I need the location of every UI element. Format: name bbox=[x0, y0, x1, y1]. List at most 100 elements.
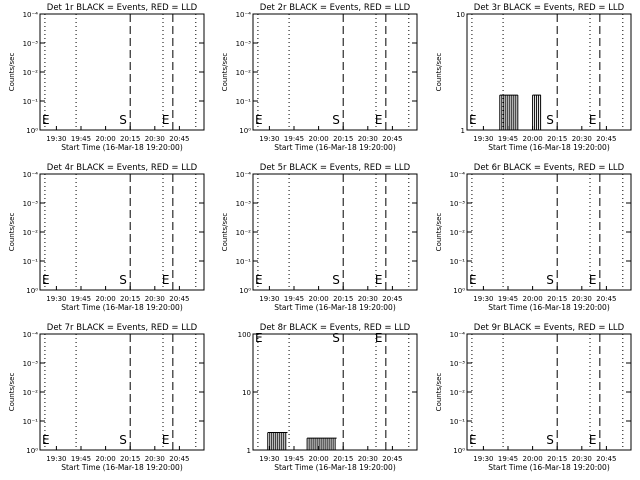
y-axis-label: Counts/sec bbox=[8, 373, 16, 412]
x-tick-label: 20:30 bbox=[358, 135, 378, 143]
x-axis-label: Start Time (16-Mar-18 19:20:00) bbox=[274, 143, 396, 152]
x-axis-label: Start Time (16-Mar-18 19:20:00) bbox=[274, 463, 396, 472]
x-tick-label: 19:45 bbox=[284, 135, 304, 143]
marker-label-S: S bbox=[119, 433, 127, 447]
marker-label-S: S bbox=[119, 113, 127, 127]
x-tick-label: 20:15 bbox=[333, 455, 353, 463]
detector-panel-6: Det 6r BLACK = Events, RED = LLD Counts/s… bbox=[435, 163, 632, 312]
y-tick-label: 10⁻⁴ bbox=[236, 11, 252, 19]
x-tick-label: 20:30 bbox=[145, 455, 165, 463]
x-tick-label: 20:00 bbox=[309, 295, 329, 303]
marker-label-S: S bbox=[119, 273, 127, 287]
marker-label-E: E bbox=[375, 331, 383, 345]
x-tick-label: 20:45 bbox=[169, 295, 189, 303]
y-tick-label: 10⁻³ bbox=[23, 40, 39, 48]
y-axis-label: Counts/sec bbox=[8, 53, 16, 92]
marker-label-E: E bbox=[469, 113, 477, 127]
plot-title: Det 6r BLACK = Events, RED = LLD bbox=[474, 163, 625, 173]
marker-label-E: E bbox=[375, 113, 383, 127]
x-tick-label: 20:30 bbox=[572, 135, 592, 143]
x-tick-label: 20:15 bbox=[120, 455, 140, 463]
x-tick-label: 19:30 bbox=[473, 135, 493, 143]
x-axis-label: Start Time (16-Mar-18 19:20:00) bbox=[488, 303, 610, 312]
marker-label-E: E bbox=[589, 113, 597, 127]
marker-label-E: E bbox=[42, 433, 50, 447]
y-tick-label: 10⁻³ bbox=[450, 200, 466, 208]
x-tick-label: 19:45 bbox=[498, 295, 518, 303]
x-tick-label: 20:30 bbox=[572, 455, 592, 463]
x-tick-label: 19:30 bbox=[259, 455, 279, 463]
x-axis-label: Start Time (16-Mar-18 19:20:00) bbox=[61, 143, 183, 152]
marker-label-S: S bbox=[546, 113, 554, 127]
y-tick-label: 10⁻⁴ bbox=[23, 331, 39, 339]
x-tick-label: 20:45 bbox=[596, 295, 616, 303]
y-tick-label: 10⁻² bbox=[450, 229, 466, 237]
y-tick-label: 10⁻¹ bbox=[23, 98, 39, 106]
detector-panel-2: Det 2r BLACK = Events, RED = LLD Counts/s… bbox=[221, 3, 418, 152]
x-axis-label: Start Time (16-Mar-18 19:20:00) bbox=[488, 143, 610, 152]
x-tick-label: 20:30 bbox=[358, 455, 378, 463]
x-tick-label: 20:00 bbox=[96, 455, 116, 463]
marker-label-E: E bbox=[375, 273, 383, 287]
plot-title: Det 2r BLACK = Events, RED = LLD bbox=[260, 3, 411, 13]
marker-label-E: E bbox=[469, 273, 477, 287]
y-tick-label: 10⁻² bbox=[236, 229, 252, 237]
x-tick-label: 20:15 bbox=[547, 135, 567, 143]
x-tick-label: 20:30 bbox=[145, 295, 165, 303]
x-tick-label: 19:30 bbox=[46, 135, 66, 143]
x-tick-label: 20:45 bbox=[596, 455, 616, 463]
y-tick-label: 10⁻³ bbox=[236, 40, 252, 48]
x-tick-label: 20:00 bbox=[309, 135, 329, 143]
x-tick-label: 19:30 bbox=[473, 455, 493, 463]
marker-label-S: S bbox=[332, 331, 340, 345]
x-tick-label: 19:45 bbox=[498, 135, 518, 143]
x-tick-label: 20:15 bbox=[547, 455, 567, 463]
marker-label-S: S bbox=[332, 273, 340, 287]
detector-panel-7: Det 7r BLACK = Events, RED = LLD Counts/s… bbox=[8, 323, 205, 472]
marker-label-E: E bbox=[162, 113, 170, 127]
marker-label-S: S bbox=[546, 273, 554, 287]
marker-label-E: E bbox=[162, 433, 170, 447]
y-tick-label: 10⁰ bbox=[453, 287, 465, 295]
y-tick-label: 10⁰ bbox=[26, 127, 38, 135]
y-tick-label: 100 bbox=[238, 331, 251, 339]
y-tick-label: 10⁰ bbox=[239, 287, 251, 295]
x-tick-label: 19:45 bbox=[498, 455, 518, 463]
y-tick-label: 10⁻¹ bbox=[23, 258, 39, 266]
x-tick-label: 19:30 bbox=[259, 295, 279, 303]
y-tick-label: 10⁻¹ bbox=[236, 258, 252, 266]
x-tick-label: 19:45 bbox=[284, 295, 304, 303]
plot-title: Det 8r BLACK = Events, RED = LLD bbox=[260, 323, 411, 333]
y-tick-label: 10⁻⁴ bbox=[236, 171, 252, 179]
y-tick-label: 1 bbox=[247, 447, 251, 455]
x-tick-label: 20:30 bbox=[145, 135, 165, 143]
x-tick-label: 20:15 bbox=[120, 135, 140, 143]
x-tick-label: 20:45 bbox=[382, 455, 402, 463]
y-tick-label: 10⁻⁴ bbox=[450, 331, 466, 339]
x-tick-label: 20:15 bbox=[120, 295, 140, 303]
y-axis-label: Counts/sec bbox=[221, 53, 229, 92]
x-tick-label: 20:00 bbox=[523, 135, 543, 143]
plot-title: Det 4r BLACK = Events, RED = LLD bbox=[47, 163, 198, 173]
y-tick-label: 10⁻² bbox=[236, 69, 252, 77]
x-tick-label: 19:30 bbox=[473, 295, 493, 303]
y-tick-label: 10⁻² bbox=[450, 389, 466, 397]
x-tick-label: 20:30 bbox=[572, 295, 592, 303]
y-tick-label: 10⁻³ bbox=[236, 200, 252, 208]
marker-label-E: E bbox=[42, 113, 50, 127]
x-axis-label: Start Time (16-Mar-18 19:20:00) bbox=[274, 303, 396, 312]
marker-label-E: E bbox=[255, 113, 263, 127]
marker-label-E: E bbox=[589, 273, 597, 287]
y-axis-label: Counts/sec bbox=[8, 213, 16, 252]
y-tick-label: 10⁻¹ bbox=[23, 418, 39, 426]
y-axis-label: Counts/sec bbox=[435, 373, 443, 412]
marker-label-E: E bbox=[589, 433, 597, 447]
x-tick-label: 19:45 bbox=[71, 295, 91, 303]
plot-frame bbox=[466, 13, 632, 131]
y-axis-label: Counts/sec bbox=[435, 213, 443, 252]
plot-title: Det 5r BLACK = Events, RED = LLD bbox=[260, 163, 411, 173]
x-tick-label: 19:45 bbox=[71, 455, 91, 463]
x-tick-label: 19:30 bbox=[46, 295, 66, 303]
y-tick-label: 10⁻³ bbox=[23, 360, 39, 368]
